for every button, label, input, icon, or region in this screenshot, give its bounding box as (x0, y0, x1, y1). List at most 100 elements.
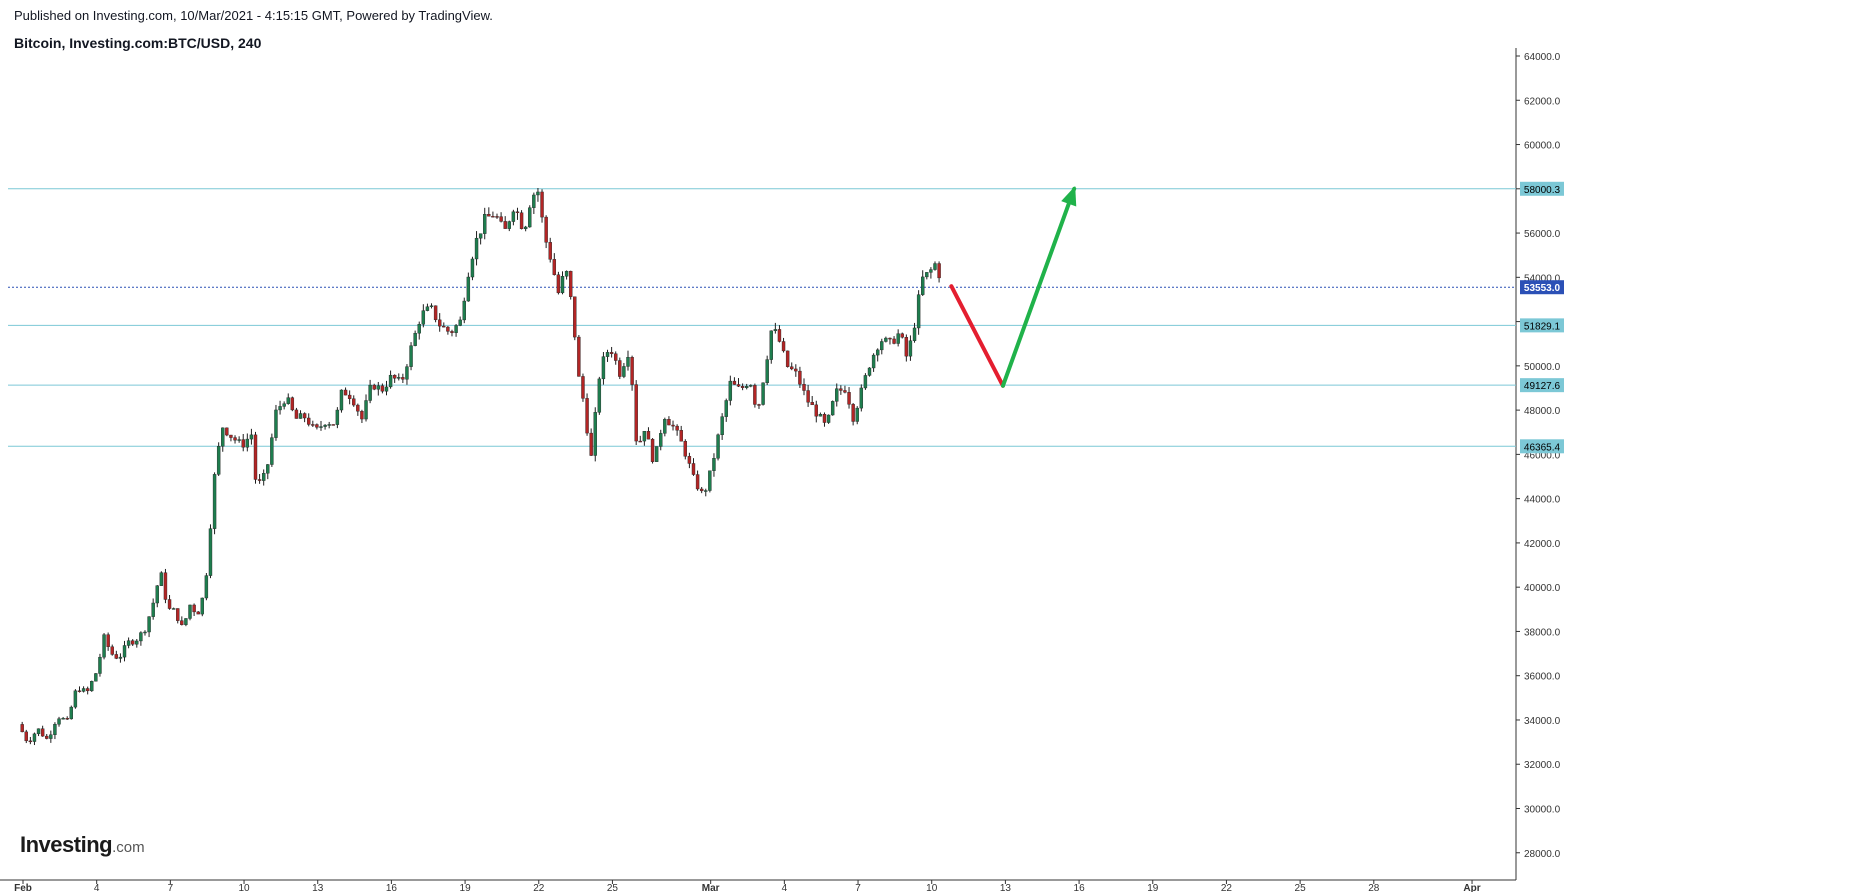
candle-up (564, 270, 569, 277)
candle-down (679, 430, 683, 442)
candle-down (114, 654, 119, 659)
candle-down (585, 398, 589, 434)
candle-down (798, 370, 802, 385)
candle-up (122, 645, 127, 658)
candle-up (462, 300, 466, 321)
candle-up (642, 431, 647, 442)
x-tick-label: 19 (460, 883, 472, 892)
candle-down (777, 329, 782, 342)
x-tick-label: 16 (386, 883, 398, 892)
candle-up (90, 681, 94, 692)
candle-down (307, 417, 311, 425)
candle-up (425, 306, 430, 311)
candle-up (102, 634, 106, 658)
candle-up (528, 207, 532, 228)
candle-down (675, 425, 679, 431)
candle-up (532, 194, 536, 208)
candle-up (327, 424, 331, 426)
candle-up (466, 276, 471, 302)
published-note: Published on Investing.com, 10/Mar/2021 … (14, 8, 493, 23)
candle-down (450, 331, 454, 333)
candle-down (581, 376, 585, 399)
candle-up (925, 272, 929, 278)
candle-down (343, 389, 348, 396)
candle-down (167, 599, 172, 609)
candle-down (491, 216, 495, 218)
candle-down (131, 640, 135, 645)
y-tick-label: 48000.0 (1524, 406, 1561, 417)
candle-up (458, 319, 462, 326)
candle-down (503, 221, 507, 229)
candle-up (261, 473, 266, 481)
chart-header: Published on Investing.com, 10/Mar/2021 … (14, 8, 493, 52)
candle-up (601, 356, 606, 380)
candle-down (380, 385, 385, 392)
candle-down (671, 424, 675, 427)
candle-down (77, 690, 82, 692)
candle-up (835, 388, 839, 402)
candle-up (622, 366, 626, 377)
candle-up (32, 733, 37, 742)
projection-down-line (949, 284, 1005, 388)
candle-down (347, 394, 352, 399)
x-tick-label: 22 (1221, 883, 1233, 892)
candle-up (728, 380, 733, 401)
x-tick-label: 10 (238, 883, 250, 892)
y-tick-label: 32000.0 (1524, 760, 1561, 771)
candle-down (822, 413, 827, 423)
x-tick-label: 25 (607, 883, 619, 892)
candle-up (478, 233, 483, 239)
candle-up (859, 387, 864, 409)
candle-down (794, 368, 798, 372)
x-tick-label: 10 (926, 883, 938, 892)
candle-down (229, 434, 233, 438)
x-tick-label: 19 (1147, 883, 1159, 892)
candle-up (118, 656, 123, 659)
candle-up (429, 305, 434, 307)
x-tick-label: 7 (855, 883, 861, 892)
candle-down (814, 404, 818, 417)
candle-down (851, 404, 855, 422)
candle-down (568, 270, 573, 297)
logo-suffix: .com (112, 839, 145, 856)
candle-down (847, 392, 851, 405)
candle-down (900, 333, 904, 338)
candle-down (667, 419, 671, 426)
last-price-tag (1520, 280, 1564, 295)
candle-down (302, 413, 307, 419)
candle-up (61, 718, 65, 720)
candle-up (765, 359, 769, 384)
candle-down (732, 380, 737, 385)
candle-down (556, 274, 561, 294)
candle-down (180, 620, 184, 625)
candle-up (912, 327, 917, 341)
level-price-tag (1520, 378, 1564, 393)
candle-up (933, 263, 937, 270)
candle-up (908, 340, 913, 357)
candle-up (720, 416, 724, 436)
candle-up (470, 258, 475, 278)
candle-down (45, 735, 49, 739)
candle-down (810, 402, 814, 406)
candle-up (483, 214, 487, 234)
candle-down (691, 463, 696, 475)
candle-up (49, 734, 53, 739)
candle-up (769, 330, 773, 360)
candle-up (188, 604, 192, 619)
candle-down (544, 216, 548, 243)
candle-up (81, 688, 86, 692)
candle-up (421, 310, 426, 325)
candle-down (552, 259, 557, 275)
candle-up (245, 438, 250, 448)
candle-down (736, 384, 741, 387)
candle-up (249, 434, 254, 440)
candle-up (212, 474, 217, 529)
candle-down (806, 390, 810, 403)
candle-up (200, 597, 204, 615)
candle-down (290, 397, 295, 411)
candle-up (712, 458, 716, 471)
candle-down (695, 474, 700, 490)
y-tick-label: 42000.0 (1524, 539, 1561, 550)
candle-up (384, 386, 389, 392)
